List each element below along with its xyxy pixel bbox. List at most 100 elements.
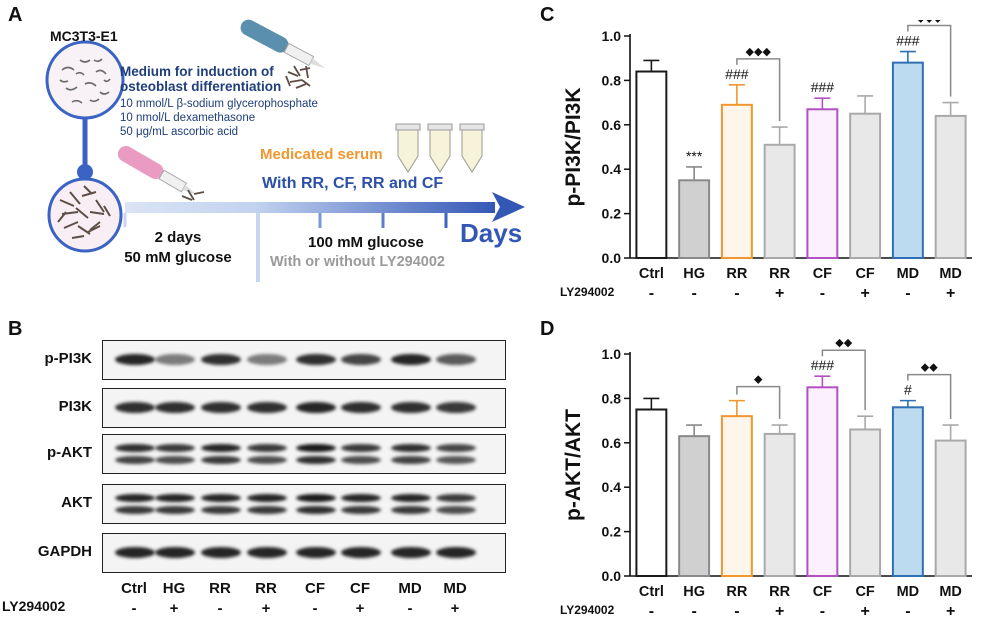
connector-dot (77, 164, 93, 180)
blot-band (436, 494, 476, 502)
medicated-serum-label: Medicated serum (260, 146, 383, 163)
chart-c-ly-sign: + (860, 285, 869, 302)
blot-band (201, 354, 241, 365)
blot-band (115, 444, 155, 452)
chart-d-bar (635, 408, 668, 577)
culture-dish-top (45, 40, 125, 120)
chart-c-x-tick-label: MD (897, 266, 920, 282)
chart-d-bracket-label: ◆ (754, 374, 763, 386)
blot-lane-label: CF (350, 580, 370, 597)
chart-d-y-tick-label: 0.6 (602, 435, 622, 451)
chart-c-y-axis-label: p-PI3K/PI3K (562, 87, 585, 206)
blot-band (115, 456, 155, 464)
chart-d-bracket (907, 373, 952, 420)
blot-band (436, 444, 476, 452)
blot-band (155, 444, 195, 452)
chart-c-bracket-label: ◆◆◆ (917, 20, 943, 25)
blot-band (296, 354, 336, 365)
chart-d-ly-sign: + (860, 603, 869, 620)
blot-ly-sign: - (217, 600, 223, 617)
blot-band (201, 456, 241, 464)
chart-c-bar (849, 112, 882, 259)
chart-c-y-tick-label: 0.8 (602, 72, 622, 88)
blot-band (201, 444, 241, 452)
blot-lane-label: CF (305, 580, 325, 597)
blot-band (247, 402, 287, 413)
chart-c-bar (934, 114, 967, 259)
medium-title-line2: osteoblast differentiation (120, 79, 282, 94)
chart-d-bar (849, 428, 882, 578)
pipette-bottom (117, 146, 197, 195)
blot-band (436, 547, 476, 558)
medium-title-line1: Medium for induction of (120, 64, 274, 79)
blot-band (247, 547, 287, 558)
blot-band (391, 402, 431, 413)
chart-c-bar (891, 61, 924, 259)
panel-letter-a: A (8, 4, 23, 26)
blot-lane-label: RR (209, 580, 231, 597)
chart-d-ly-sign: + (946, 603, 955, 620)
blot-band (201, 547, 241, 558)
chart-d-y-tick-label: 1.0 (602, 346, 622, 362)
chart-d-x-tick-label: HG (683, 584, 705, 600)
chart-d-bar (806, 386, 839, 577)
blot-band (247, 354, 287, 365)
blot-strip (102, 388, 506, 428)
chart-d-significance-mark: ### (811, 357, 835, 373)
blot-band (155, 456, 195, 464)
chart-d-x-tick-label: RR (769, 584, 790, 600)
blot-band (115, 354, 155, 365)
blot-lane-label: MD (443, 580, 467, 597)
chart-d-ly-sign: - (820, 603, 825, 620)
blot-band (341, 444, 381, 452)
blot-band (115, 547, 155, 558)
chart-d-bracket (821, 349, 866, 411)
chart-d-x-tick-label: RR (726, 584, 747, 600)
timeline-arrowhead (492, 192, 525, 222)
blot-band (296, 547, 336, 558)
chart-d-y-tick-label: 0.4 (602, 479, 622, 495)
chart-d-x-tick-label: CF (855, 584, 874, 600)
chart-c-y-tick-label: 0.2 (602, 206, 622, 222)
blot-band (115, 494, 155, 502)
blot-band (115, 506, 155, 514)
cell-line-label: MC3T3-E1 (50, 28, 118, 44)
chart-d-ly-label: LY294002 (560, 603, 615, 617)
blot-band (391, 547, 431, 558)
blot-band (296, 402, 336, 413)
blot-band (247, 444, 287, 452)
blot-band (155, 402, 195, 413)
phase2-label: 100 mM glucose (308, 234, 424, 251)
chart-c-y-tick-label: 1.0 (602, 28, 622, 44)
medium-title: Medium for induction of osteoblast diffe… (120, 64, 281, 94)
blot-band (341, 456, 381, 464)
chart-d-y-axis-label: p-AKT/AKT (562, 409, 585, 521)
blot-strip (102, 484, 506, 524)
chart-c-ly-sign: - (691, 285, 696, 302)
medium-item: 50 μg/mL ascorbic acid (120, 126, 239, 138)
chart-c-bracket-label: ◆◆◆ (746, 46, 772, 58)
blot-protein-label: AKT (61, 494, 92, 511)
chart-c-bracket (907, 24, 952, 97)
medium-items: 10 mmol/L β-sodium glycerophosphate 10 n… (120, 97, 318, 139)
chart-c-ly-sign: - (905, 285, 910, 302)
blot-band (341, 354, 381, 365)
blot-band (391, 494, 431, 502)
chart-d-y-tick-label: 0.2 (602, 524, 622, 540)
chart-c-ly-sign: - (820, 285, 825, 302)
chart-d: p-AKT/AKT 0.0 0.2 0.4 0.6 0.8 1.0 Ctrl - HG - RR - RR… (560, 338, 972, 620)
blot-band (436, 354, 476, 365)
chart-d-bracket-label: ◆◆ (835, 338, 852, 349)
chart-c-ly-sign: - (734, 285, 739, 302)
cells-dense (57, 185, 111, 239)
chart-c-x-tick-label: HG (683, 266, 705, 282)
blot-lane-label: RR (255, 580, 277, 597)
blot-protein-label: PI3K (58, 398, 92, 415)
blot-ly-sign: + (355, 600, 365, 617)
blot-band (341, 494, 381, 502)
blot-band (115, 402, 155, 413)
blot-protein-label: p-PI3K (44, 350, 92, 367)
blot-ly-label: LY294002 (2, 598, 66, 614)
chart-c-bar (678, 179, 711, 259)
blot-band (201, 494, 241, 502)
